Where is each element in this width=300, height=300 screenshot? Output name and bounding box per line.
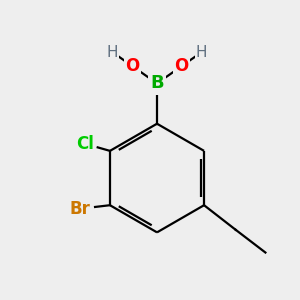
Text: B: B bbox=[150, 74, 164, 92]
Text: Br: Br bbox=[70, 200, 91, 218]
Text: H: H bbox=[196, 45, 207, 60]
Text: Cl: Cl bbox=[76, 135, 94, 153]
Text: O: O bbox=[174, 57, 188, 75]
Text: O: O bbox=[125, 57, 140, 75]
Text: H: H bbox=[107, 45, 118, 60]
